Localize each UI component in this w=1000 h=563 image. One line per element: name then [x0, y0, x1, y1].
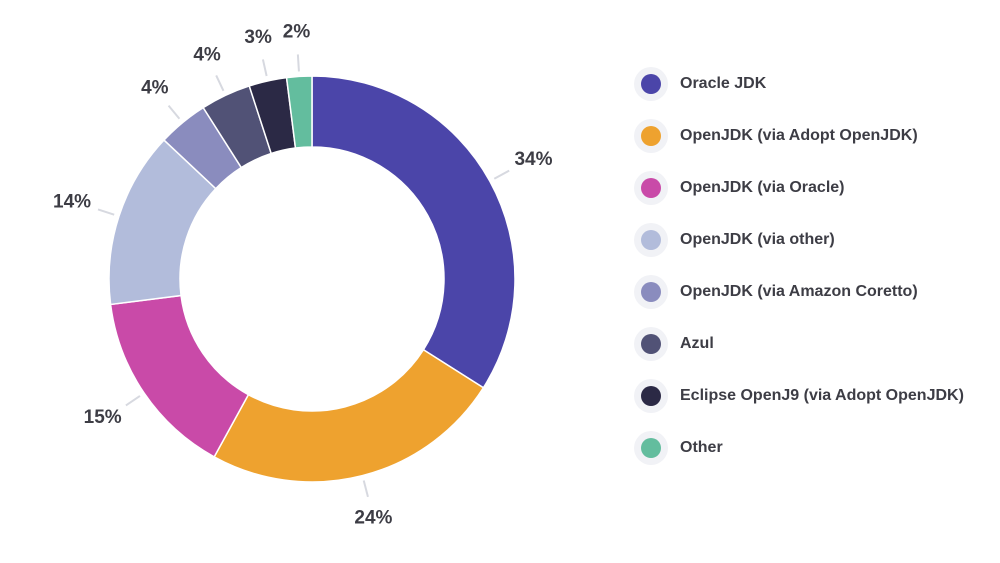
legend-swatch	[641, 126, 661, 146]
value-label-other: 2%	[283, 22, 311, 43]
value-label-azul: 4%	[193, 45, 221, 66]
leader-line-openjdk-via-adopt-openjdk	[362, 480, 369, 498]
legend-swatch-ring	[634, 171, 668, 205]
legend-item-oracle-jdk[interactable]: Oracle JDK	[634, 58, 964, 110]
legend-swatch	[641, 282, 661, 302]
value-labels-group: 34% 24% 15% 14% 4% 4% 3% 2%	[53, 22, 553, 529]
legend-item-openjdk-amazon-coretto[interactable]: OpenJDK (via Amazon Coretto)	[634, 266, 964, 318]
legend-swatch-ring	[634, 327, 668, 361]
slices-group	[108, 75, 516, 483]
slice-oracle-jdk[interactable]	[311, 75, 516, 389]
leader-line-other	[296, 54, 300, 72]
legend-label: Azul	[680, 335, 714, 352]
leader-lines-group	[97, 54, 510, 498]
legend-swatch	[641, 334, 661, 354]
value-label-oracle-jdk: 34%	[514, 149, 552, 170]
value-label-openjdk-via-other: 14%	[53, 192, 91, 213]
legend-swatch	[641, 178, 661, 198]
legend-swatch-ring	[634, 431, 668, 465]
legend-swatch	[641, 230, 661, 250]
value-label-openjdk-via-amazon-coretto: 4%	[141, 78, 169, 99]
legend-swatch-ring	[634, 379, 668, 413]
legend-item-other[interactable]: Other	[634, 422, 964, 474]
legend-swatch-ring	[634, 67, 668, 101]
leader-line-azul	[215, 74, 225, 92]
legend: Oracle JDK OpenJDK (via Adopt OpenJDK) O…	[634, 58, 964, 474]
slice-openjdk-via-oracle[interactable]	[109, 294, 250, 458]
legend-label: OpenJDK (via other)	[680, 231, 835, 248]
slice-openjdk-via-adopt-openjdk[interactable]	[213, 348, 485, 483]
legend-label: OpenJDK (via Amazon Coretto)	[680, 283, 918, 300]
value-label-eclipse-openj9-via-adopt-openjdk: 3%	[244, 27, 272, 48]
slice-other[interactable]	[285, 75, 313, 149]
leader-line-openjdk-via-oracle	[125, 395, 141, 407]
legend-label: Eclipse OpenJ9 (via Adopt OpenJDK)	[680, 387, 964, 404]
legend-item-eclipse-openj9[interactable]: Eclipse OpenJ9 (via Adopt OpenJDK)	[634, 370, 964, 422]
legend-label: Other	[680, 439, 723, 456]
legend-swatch	[641, 438, 661, 458]
legend-swatch	[641, 386, 661, 406]
legend-item-openjdk-oracle[interactable]: OpenJDK (via Oracle)	[634, 162, 964, 214]
legend-swatch-ring	[634, 223, 668, 257]
value-label-openjdk-via-adopt-openjdk: 24%	[354, 507, 392, 528]
legend-label: Oracle JDK	[680, 75, 767, 92]
legend-swatch-ring	[634, 275, 668, 309]
leader-line-eclipse-openj9-via-adopt-openjdk	[261, 59, 268, 77]
legend-label: OpenJDK (via Oracle)	[680, 179, 845, 196]
legend-swatch	[641, 74, 661, 94]
legend-item-openjdk-adopt[interactable]: OpenJDK (via Adopt OpenJDK)	[634, 110, 964, 162]
legend-swatch-ring	[634, 119, 668, 153]
legend-item-azul[interactable]: Azul	[634, 318, 964, 370]
leader-line-openjdk-via-other	[97, 208, 115, 216]
leader-line-oracle-jdk	[493, 169, 510, 180]
value-label-openjdk-via-oracle: 15%	[84, 407, 122, 428]
leader-line-openjdk-via-amazon-coretto	[167, 104, 181, 120]
legend-item-openjdk-other[interactable]: OpenJDK (via other)	[634, 214, 964, 266]
legend-label: OpenJDK (via Adopt OpenJDK)	[680, 127, 918, 144]
